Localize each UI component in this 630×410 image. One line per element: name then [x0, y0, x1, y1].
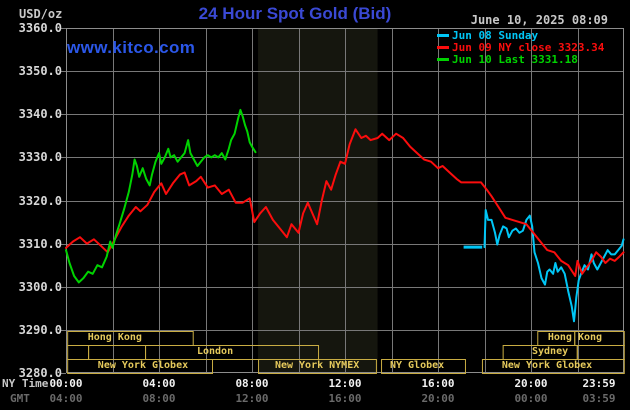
market-session-box	[67, 331, 194, 346]
plot-border	[66, 28, 624, 373]
series-line-jun-08-sunday	[483, 209, 625, 323]
market-session-box	[502, 345, 578, 360]
market-session-box	[145, 345, 320, 360]
kitco-watermark: www.kitco.com	[67, 38, 196, 57]
market-session-box	[381, 359, 466, 374]
market-session-box	[576, 345, 625, 360]
market-session-box	[481, 359, 625, 374]
market-session-box	[88, 345, 147, 360]
gmt-axis-label: GMT	[10, 392, 30, 405]
market-session-box	[67, 359, 214, 374]
market-session-box	[537, 331, 576, 346]
y-axis-unit-label: USD/oz	[19, 7, 63, 21]
nymex-session-shading	[258, 28, 378, 373]
chart-title: 24 Hour Spot Gold (Bid)	[198, 4, 392, 23]
datetime-label: June 10, 2025 08:09	[470, 13, 608, 27]
market-session-box	[258, 359, 377, 374]
market-session-box	[67, 345, 90, 360]
series-line-jun-10	[65, 108, 257, 284]
market-session-box	[574, 331, 625, 346]
ny-time-axis-label: NY Time	[2, 377, 49, 390]
series-line-jun-09	[65, 128, 625, 277]
